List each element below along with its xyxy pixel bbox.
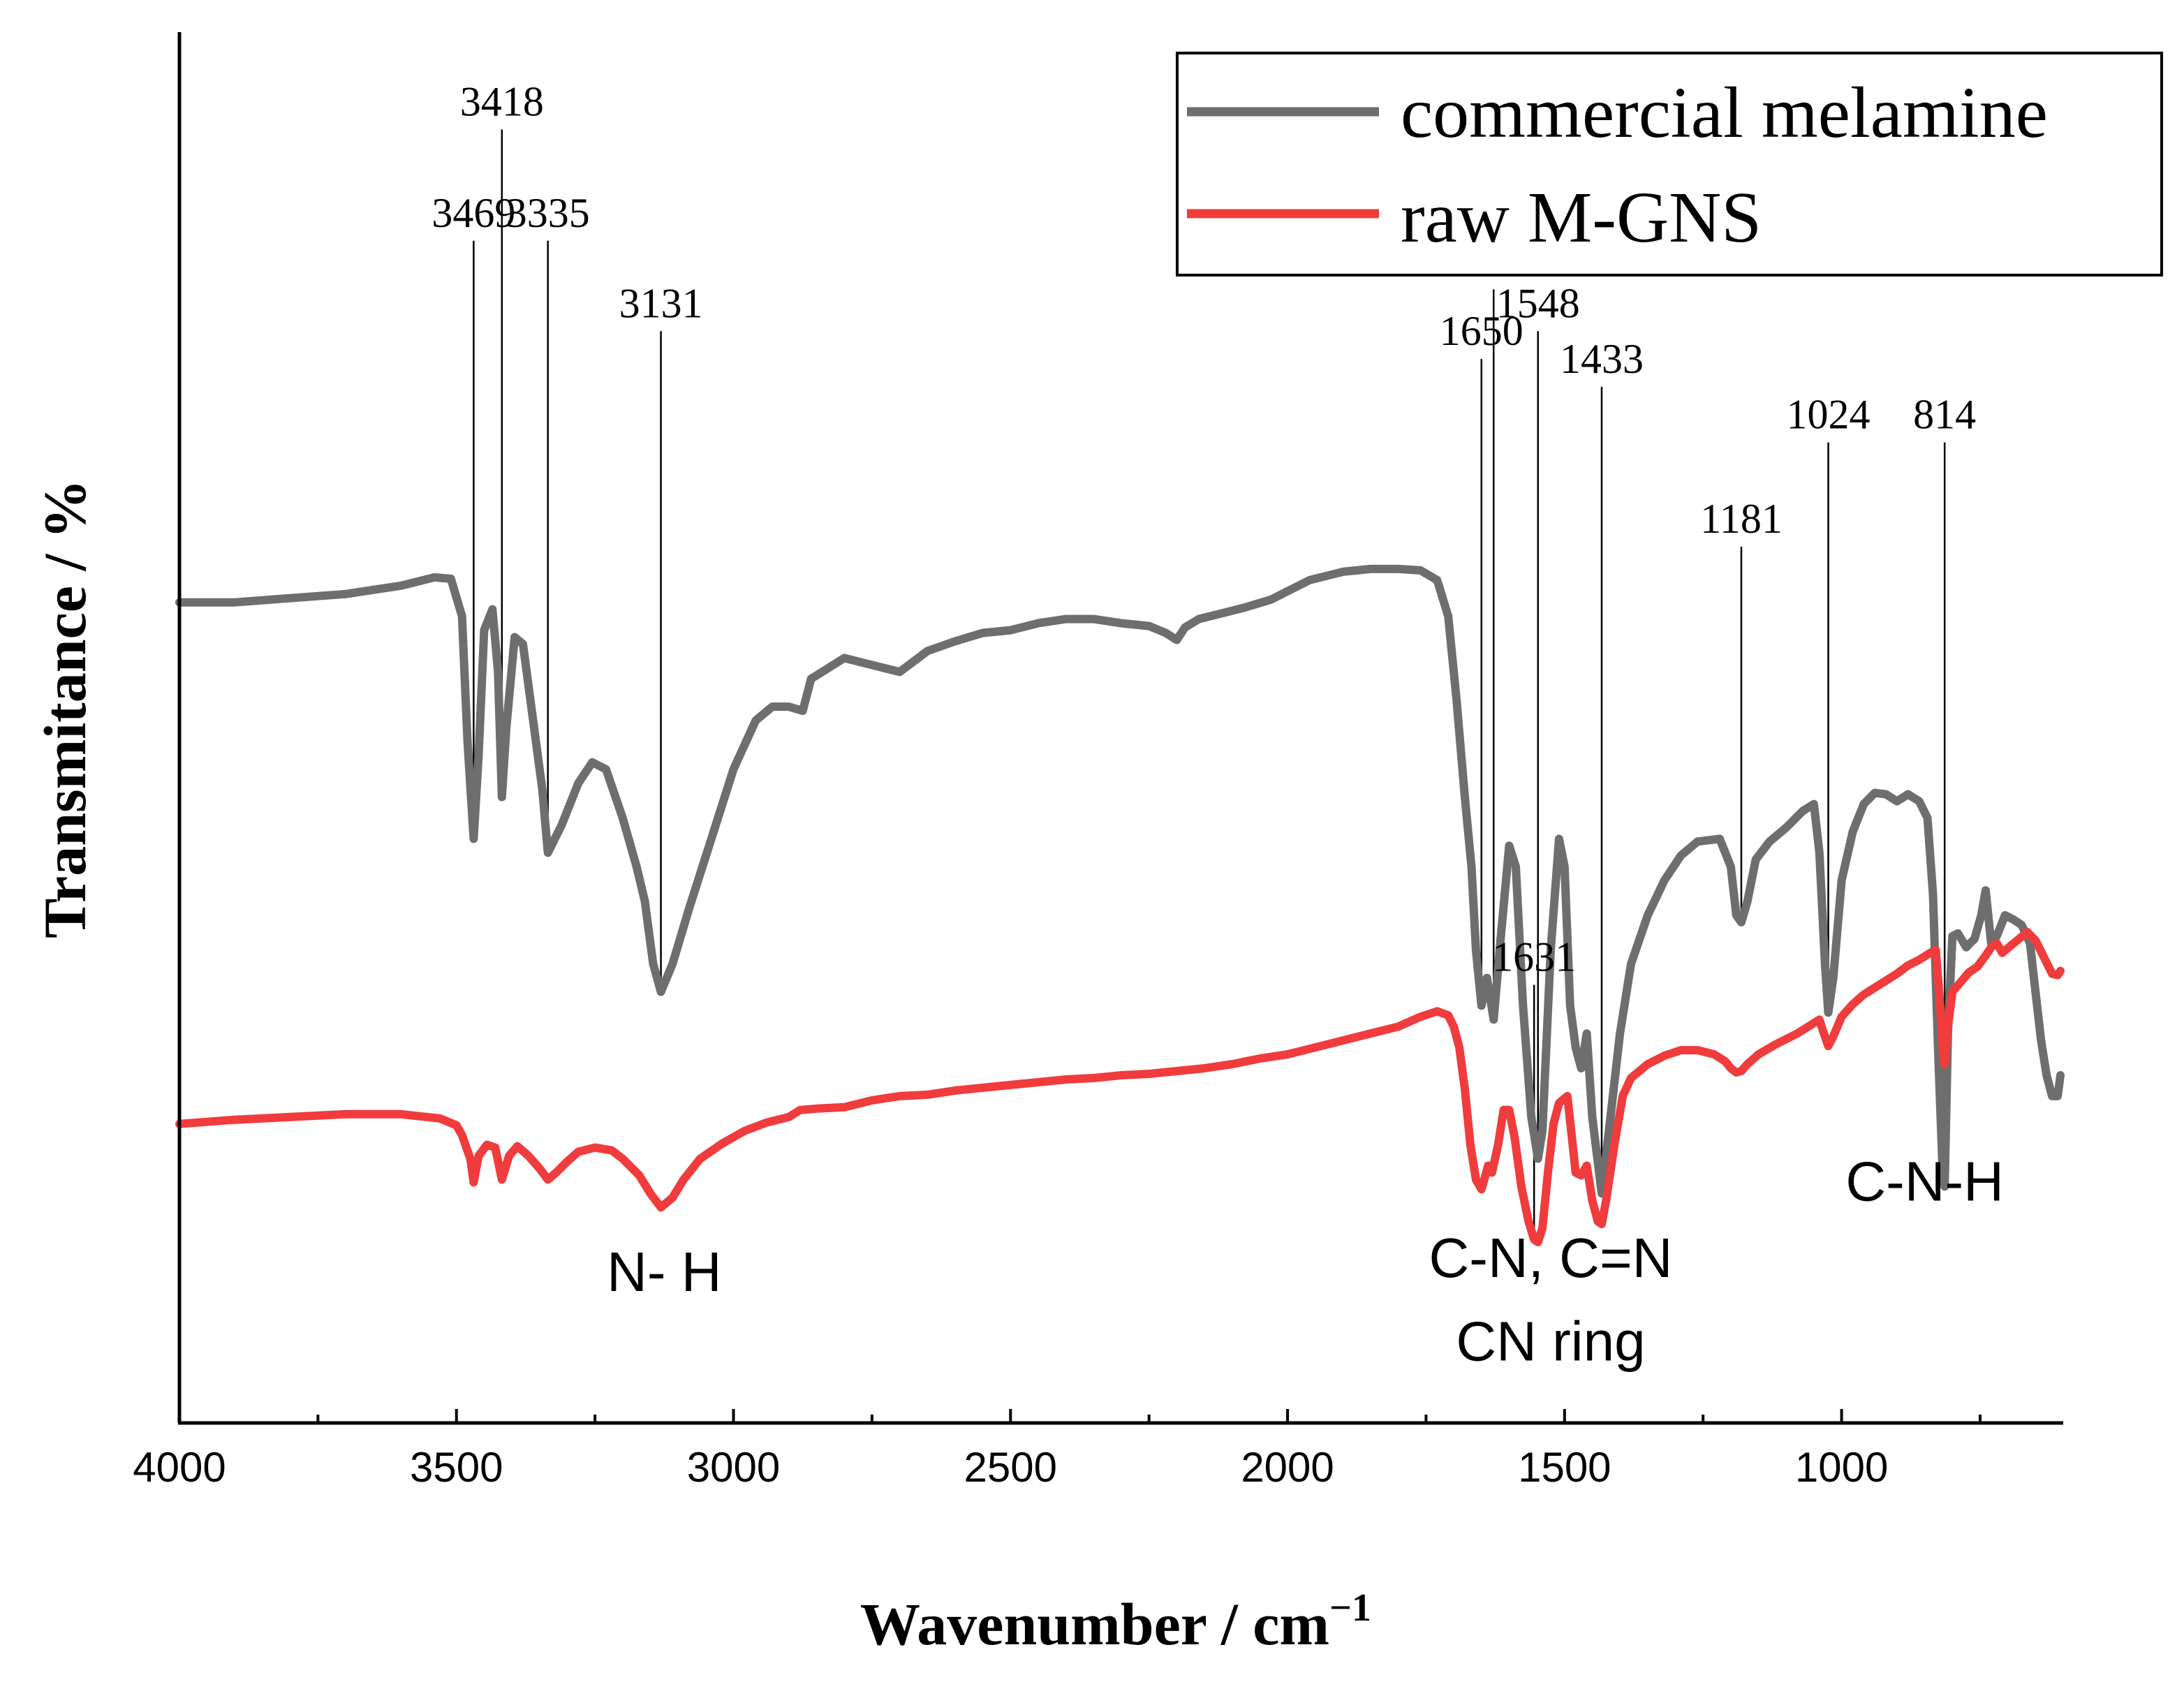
group-label-c-n-c-n: C-N, C=N xyxy=(1429,1227,1673,1289)
x-tick-label-1000: 1000 xyxy=(1795,1444,1888,1491)
peak-label-3469: 3469 xyxy=(431,190,515,236)
legend-label-commercial-melamine: commercial melamine xyxy=(1401,73,2048,153)
x-tick-label-4000: 4000 xyxy=(133,1444,226,1491)
x-tick-label-1500: 1500 xyxy=(1518,1444,1611,1491)
legend-box xyxy=(1176,52,2163,276)
group-labels: N- H C-N, C=N CN ring C-N-H xyxy=(607,1150,2004,1372)
x-tick-label-2000: 2000 xyxy=(1241,1444,1334,1491)
legend-label-raw-m-gns: raw M-GNS xyxy=(1401,177,1762,258)
peak-label-1181: 1181 xyxy=(1700,496,1783,542)
peak-label-3418: 3418 xyxy=(460,78,544,124)
series-layer xyxy=(175,564,2065,1246)
peak-label-814: 814 xyxy=(1913,392,1976,438)
x-tick-label-3500: 3500 xyxy=(410,1444,503,1491)
x-tick-label-2500: 2500 xyxy=(964,1444,1057,1491)
peak-label-1433: 1433 xyxy=(1560,336,1644,382)
peak-label-1650: 1650 xyxy=(1440,308,1523,354)
series-line-commercial-melamine xyxy=(175,564,2065,1198)
x-axis-title-main: Wavenumber / cm xyxy=(860,1591,1329,1658)
peak-label-3131: 3131 xyxy=(619,280,703,326)
peak-label-1024: 1024 xyxy=(1787,392,1871,438)
group-label-n-h: N- H xyxy=(607,1241,721,1303)
y-axis-title: Transmitance / % xyxy=(31,479,98,938)
x-tick-label-3000: 3000 xyxy=(687,1444,780,1491)
group-label-c-n-h: C-N-H xyxy=(1845,1150,2004,1212)
x-axis-title-superscript: −1 xyxy=(1329,1586,1371,1630)
legend: commercial melamine raw M-GNS xyxy=(1176,52,2163,276)
x-axis-title: Wavenumber / cm−1 xyxy=(860,1586,1371,1658)
peak-annotation-labels: 3469341833353131165016281548143311811024… xyxy=(431,78,1976,980)
peak-label-3335: 3335 xyxy=(506,190,590,236)
series-line-raw-m-gns xyxy=(175,927,2065,1246)
group-label-cn-ring: CN ring xyxy=(1456,1310,1645,1372)
peak-label-1631: 1631 xyxy=(1492,934,1576,980)
x-axis-ticks: 4000 3500 3000 2500 2000 1500 1000 xyxy=(133,1409,1982,1491)
peak-label-1548: 1548 xyxy=(1496,280,1580,326)
